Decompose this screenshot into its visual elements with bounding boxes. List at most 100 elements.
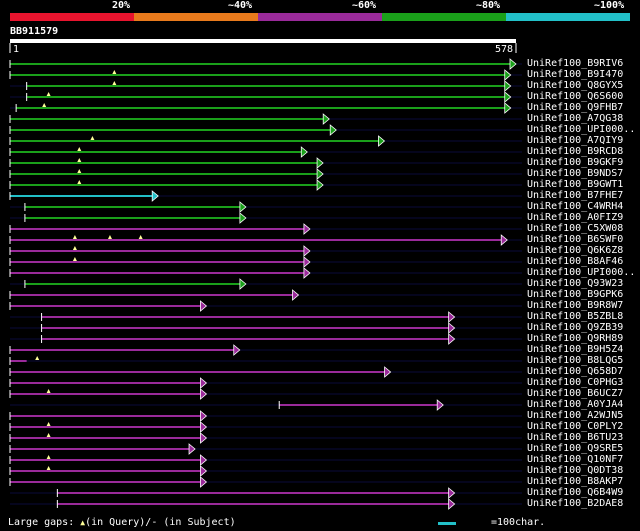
- hit-label[interactable]: UniRef100_Q6B4W9: [527, 487, 624, 498]
- query-gap-marker: [77, 147, 82, 151]
- hit-label[interactable]: UniRef100_B6UCZ7: [527, 388, 624, 399]
- hit-label[interactable]: UniRef100_C0PLY2: [527, 421, 624, 432]
- hit-label[interactable]: UniRef100_B8AF46: [527, 256, 624, 267]
- query-gap-marker: [46, 455, 51, 459]
- hit-label[interactable]: UniRef100_B6TU23: [527, 432, 624, 443]
- hit-end-arrow: [322, 113, 330, 125]
- large-gaps-subject: (in Subject): [157, 517, 236, 528]
- hit-end-arrow: [384, 366, 392, 378]
- hit-end-arrow: [329, 124, 337, 136]
- hit-end-arrow: [504, 91, 512, 103]
- legend-label-1: ~40%: [228, 0, 253, 11]
- hit-end-arrow: [303, 245, 311, 257]
- hit-label[interactable]: UniRef100_B9GPK6: [527, 289, 624, 300]
- hit-end-arrow: [200, 300, 208, 312]
- hit-label[interactable]: UniRef100_A2WJN5: [527, 410, 624, 421]
- hit-end-arrow: [239, 278, 247, 290]
- hit-label[interactable]: UniRef100_B6SWF0: [527, 234, 624, 245]
- hit-end-arrow: [188, 443, 196, 455]
- hit-end-arrow: [200, 421, 208, 433]
- legend-segment-1: [134, 13, 258, 21]
- hit-end-arrow: [448, 311, 456, 323]
- hit-label[interactable]: UniRef100_UPI000..: [527, 124, 636, 135]
- query-gap-marker: [72, 246, 77, 250]
- query-gap-triangle-icon: ▲: [80, 518, 86, 527]
- hit-label[interactable]: UniRef100_B9I470: [527, 69, 624, 80]
- hit-label[interactable]: UniRef100_B8AKP7: [527, 476, 624, 487]
- hit-label[interactable]: UniRef100_Q9ZB39: [527, 322, 624, 333]
- hit-end-arrow: [303, 267, 311, 279]
- hit-end-arrow: [509, 58, 517, 70]
- query-gap-marker: [72, 235, 77, 239]
- hit-label[interactable]: UniRef100_Q9SRE5: [527, 443, 624, 454]
- hit-label[interactable]: UniRef100_B2DAE8: [527, 498, 624, 509]
- query-gap-marker: [112, 81, 117, 85]
- hit-label[interactable]: UniRef100_A0FIZ9: [527, 212, 624, 223]
- large-gaps-query: (in Query)/: [85, 517, 152, 528]
- hit-end-arrow: [316, 179, 324, 191]
- hit-end-arrow: [316, 168, 324, 180]
- query-gap-marker: [46, 389, 51, 393]
- hit-label[interactable]: UniRef100_B9GKF9: [527, 157, 624, 168]
- hit-end-arrow: [300, 146, 308, 158]
- large-gaps-legend: Large gaps: ▲(in Query)/- (in Subject): [8, 517, 236, 528]
- scale-bar: [438, 522, 456, 525]
- hit-label[interactable]: UniRef100_Q8GYX5: [527, 80, 624, 91]
- hit-end-arrow: [500, 234, 508, 246]
- legend-segment-3: [382, 13, 506, 21]
- hit-end-arrow: [292, 289, 300, 301]
- hit-label[interactable]: UniRef100_B5ZBL8: [527, 311, 624, 322]
- hit-end-arrow: [151, 190, 159, 202]
- hit-end-arrow: [239, 212, 247, 224]
- scale-label: =100char.: [491, 517, 546, 528]
- hit-label[interactable]: UniRef100_Q10NF7: [527, 454, 624, 465]
- hit-label[interactable]: UniRef100_B9NDS7: [527, 168, 624, 179]
- query-gap-marker: [46, 433, 51, 437]
- hit-end-arrow: [200, 454, 208, 466]
- hit-label[interactable]: UniRef100_B9R8W7: [527, 300, 624, 311]
- legend-label-0: 20%: [112, 0, 131, 11]
- hit-label[interactable]: UniRef100_Q93W23: [527, 278, 624, 289]
- hit-end-arrow: [303, 256, 311, 268]
- hit-label[interactable]: UniRef100_B9H5Z4: [527, 344, 624, 355]
- hit-label[interactable]: UniRef100_C5XW08: [527, 223, 624, 234]
- hit-label[interactable]: UniRef100_Q658D7: [527, 366, 624, 377]
- hit-label[interactable]: UniRef100_B9GWT1: [527, 179, 624, 190]
- legend-segment-4: [506, 13, 630, 21]
- hit-end-arrow: [200, 465, 208, 477]
- hit-label[interactable]: UniRef100_A0YJA4: [527, 399, 624, 410]
- hit-end-arrow: [316, 157, 324, 169]
- query-gap-marker: [138, 235, 143, 239]
- query-gap-marker: [35, 356, 40, 360]
- query-name: BB911579: [10, 26, 59, 37]
- query-end-label: 578: [495, 44, 513, 55]
- subject-gap-dash: -: [151, 517, 158, 528]
- query-gap-marker: [77, 180, 82, 184]
- hit-end-arrow: [233, 344, 241, 356]
- hit-label[interactable]: UniRef100_Q6S600: [527, 91, 624, 102]
- query-gap-marker: [42, 103, 47, 107]
- query-gap-marker: [77, 158, 82, 162]
- hit-label[interactable]: UniRef100_B9RCD8: [527, 146, 624, 157]
- hit-end-arrow: [200, 432, 208, 444]
- hit-label[interactable]: UniRef100_C4WRH4: [527, 201, 624, 212]
- hit-end-arrow: [200, 388, 208, 400]
- large-gaps-prefix: Large gaps:: [8, 517, 81, 528]
- hit-label[interactable]: UniRef100_C0PHG3: [527, 377, 624, 388]
- hit-label[interactable]: UniRef100_B9RIV6: [527, 58, 624, 69]
- hit-end-arrow: [303, 223, 311, 235]
- hit-label[interactable]: UniRef100_Q6K6Z8: [527, 245, 624, 256]
- hit-label[interactable]: UniRef100_UPI000..: [527, 267, 636, 278]
- hit-label[interactable]: UniRef100_Q9FHB7: [527, 102, 624, 113]
- hit-label[interactable]: UniRef100_Q0DT38: [527, 465, 624, 476]
- hit-end-arrow: [200, 476, 208, 488]
- hit-label[interactable]: UniRef100_Q9RH89: [527, 333, 624, 344]
- hit-label[interactable]: UniRef100_A7QG38: [527, 113, 624, 124]
- query-gap-marker: [46, 466, 51, 470]
- hit-label[interactable]: UniRef100_B7FHE7: [527, 190, 624, 201]
- hit-label[interactable]: UniRef100_A7QIY9: [527, 135, 624, 146]
- legend-label-3: ~80%: [476, 0, 501, 11]
- hit-label[interactable]: UniRef100_B8LQG5: [527, 355, 624, 366]
